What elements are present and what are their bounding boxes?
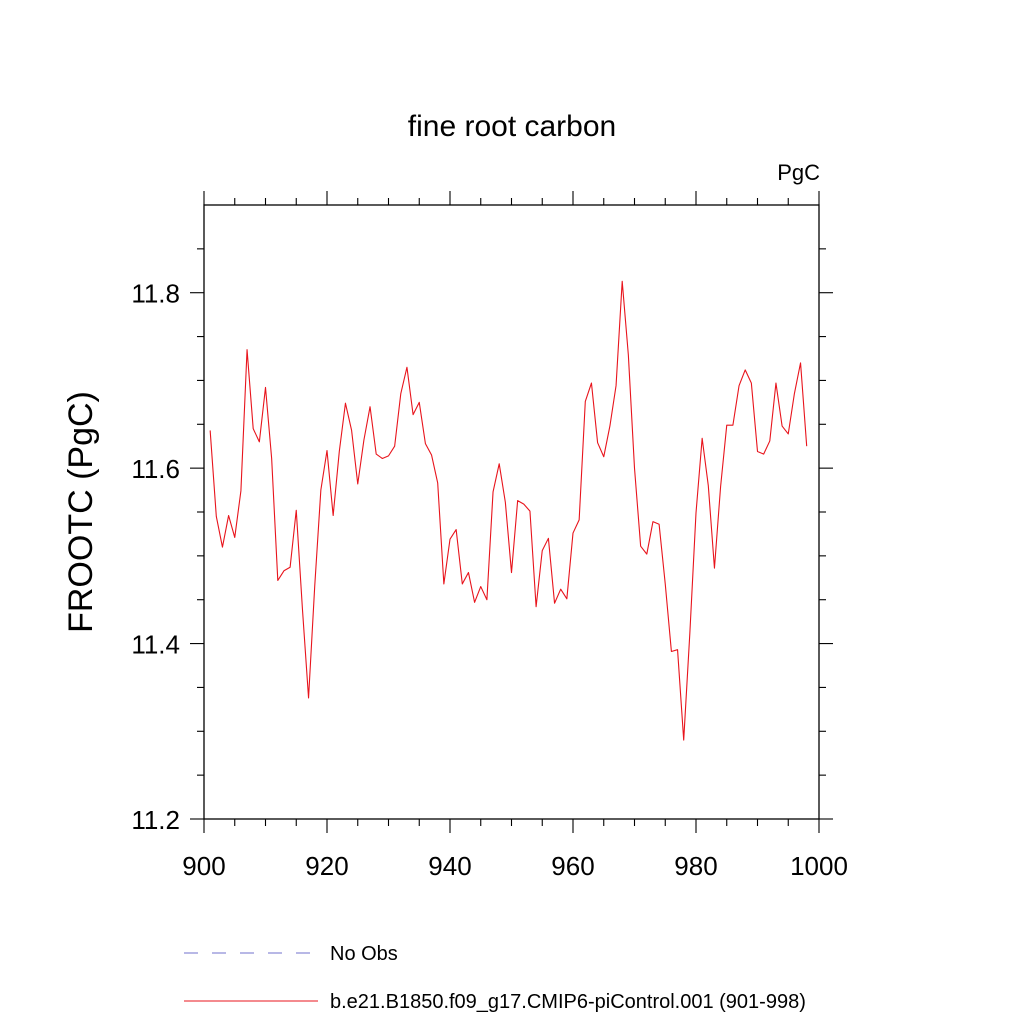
series-line-1 xyxy=(209,280,808,741)
y-tick-label: 11.4 xyxy=(131,630,180,660)
series-lines xyxy=(209,280,808,741)
x-tick-label: 960 xyxy=(551,851,594,881)
x-tick-label: 920 xyxy=(305,851,348,881)
y-tick-label: 11.2 xyxy=(131,805,180,835)
x-tick-label: 940 xyxy=(428,851,471,881)
y-axis-label: FROOTC (PgC) xyxy=(62,391,100,633)
tick-labels: 900 920 940 960 980 1000 11.2 11.4 11.6 11.8 xyxy=(131,279,848,881)
units-label: PgC xyxy=(777,160,820,185)
y-tick-label: 11.8 xyxy=(131,279,180,309)
x-tick-label: 900 xyxy=(182,851,225,881)
axis-ticks xyxy=(190,191,833,833)
y-tick-label: 11.6 xyxy=(131,454,180,484)
legend-label-no-obs: No Obs xyxy=(330,943,398,965)
legend: No Obs b.e21.B1850.f09_g17.CMIP6-piContr… xyxy=(184,943,806,1013)
legend-label-model: b.e21.B1850.f09_g17.CMIP6-piControl.001 … xyxy=(330,991,806,1013)
chart-title: fine root carbon xyxy=(408,110,616,143)
plot-frame xyxy=(203,204,820,820)
x-tick-label: 1000 xyxy=(790,851,848,881)
x-tick-label: 980 xyxy=(674,851,717,881)
